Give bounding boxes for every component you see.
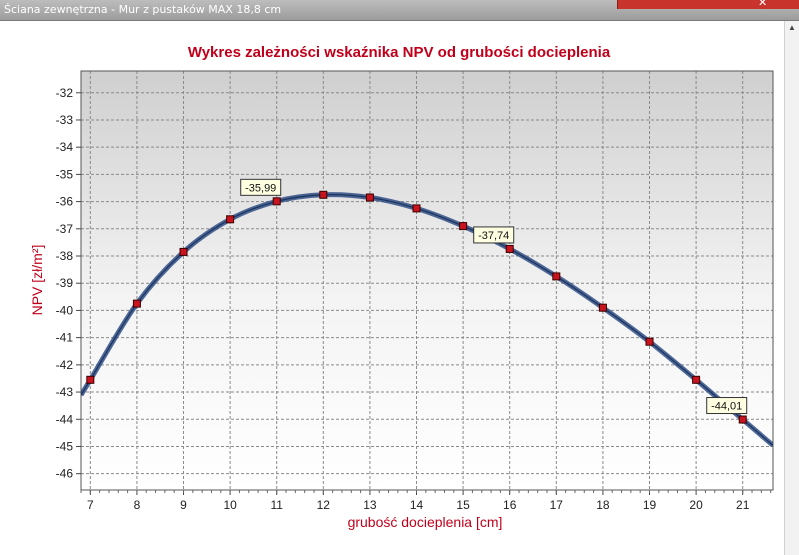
data-point-marker	[272, 197, 281, 206]
data-label: -35,99	[240, 178, 282, 196]
data-label-box	[706, 397, 748, 415]
x-tick-label: 17	[550, 498, 564, 512]
x-tick-label: 21	[736, 498, 750, 512]
x-tick-label: 18	[596, 498, 610, 512]
x-tick-label: 15	[456, 498, 470, 512]
data-point-marker	[692, 375, 701, 384]
data-label-text: -35,99	[245, 182, 276, 194]
x-tick-label: 16	[503, 498, 517, 512]
x-axis-label: grubość docieplenia [cm]	[348, 514, 503, 530]
y-tick-label: -44	[56, 412, 74, 426]
data-point-marker	[738, 415, 747, 424]
data-point-marker	[226, 215, 235, 224]
chart-title: Wykres zależności wskaźnika NPV od grubo…	[188, 44, 611, 61]
x-tick-label: 12	[317, 498, 331, 512]
window-titlebar: Ściana zewnętrzna - Mur z pustaków MAX 1…	[0, 0, 799, 21]
data-point-marker	[179, 247, 188, 256]
data-point-marker	[459, 222, 468, 231]
y-tick-label: -35	[56, 167, 74, 181]
data-label-box	[240, 178, 282, 196]
close-icon: ✕	[758, 0, 768, 9]
y-tick-label: -41	[56, 331, 74, 345]
x-tick-label: 10	[223, 498, 237, 512]
vertical-scrollbar[interactable]: ▲	[784, 21, 799, 555]
data-point-marker	[365, 193, 374, 202]
y-tick-label: -43	[56, 385, 74, 399]
x-tick-label: 20	[689, 498, 703, 512]
y-tick-label: -36	[56, 195, 74, 209]
data-label-text: -44,01	[711, 401, 742, 413]
data-point-marker	[598, 303, 607, 312]
x-tick-label: 8	[134, 498, 141, 512]
data-label: -44,01	[706, 397, 748, 415]
x-tick-label: 13	[363, 498, 377, 512]
plot-frame	[80, 70, 774, 491]
data-label: -37,74	[473, 226, 515, 244]
data-point-marker	[505, 244, 514, 253]
grid-lines	[81, 71, 773, 490]
scroll-up-arrow-icon[interactable]: ▲	[788, 23, 796, 32]
y-tick-label: -39	[56, 276, 74, 290]
x-tick-label: 9	[180, 498, 187, 512]
data-label-text: -37,74	[478, 230, 509, 242]
data-point-marker	[552, 272, 561, 281]
data-point-marker	[86, 375, 95, 384]
y-tick-label: -45	[56, 439, 74, 453]
window-title: Ściana zewnętrzna - Mur z pustaków MAX 1…	[4, 3, 282, 16]
x-tick-label: 19	[643, 498, 657, 512]
data-point-marker	[412, 204, 421, 213]
plot-area	[81, 71, 773, 490]
y-tick-label: -38	[56, 249, 74, 263]
y-tick-label: -34	[56, 140, 74, 154]
y-axis-label: NPV [zł/m²]	[29, 245, 45, 316]
y-tick-label: -40	[56, 303, 74, 317]
data-point-marker	[132, 299, 141, 308]
x-tick-label: 7	[87, 498, 94, 512]
axes: -32 -33 -34 -35 -36 -37 -38 -39 -40 -41 -42 -43 -44 -…	[56, 86, 772, 512]
x-tick-label: 11	[270, 498, 283, 512]
x-tick-label: 14	[410, 498, 424, 512]
series-group	[81, 190, 773, 448]
y-tick-label: -42	[56, 358, 74, 372]
data-label-box	[473, 226, 515, 244]
y-tick-label: -46	[56, 467, 74, 481]
annotations-group: -35,99 -37,74 -44,01	[240, 178, 748, 415]
y-tick-label: -33	[56, 113, 74, 127]
y-tick-label: -37	[56, 222, 74, 236]
y-tick-label: -32	[56, 86, 74, 100]
data-point-marker	[645, 337, 654, 346]
window-close-button[interactable]: ✕	[617, 0, 799, 9]
data-point-marker	[319, 190, 328, 199]
